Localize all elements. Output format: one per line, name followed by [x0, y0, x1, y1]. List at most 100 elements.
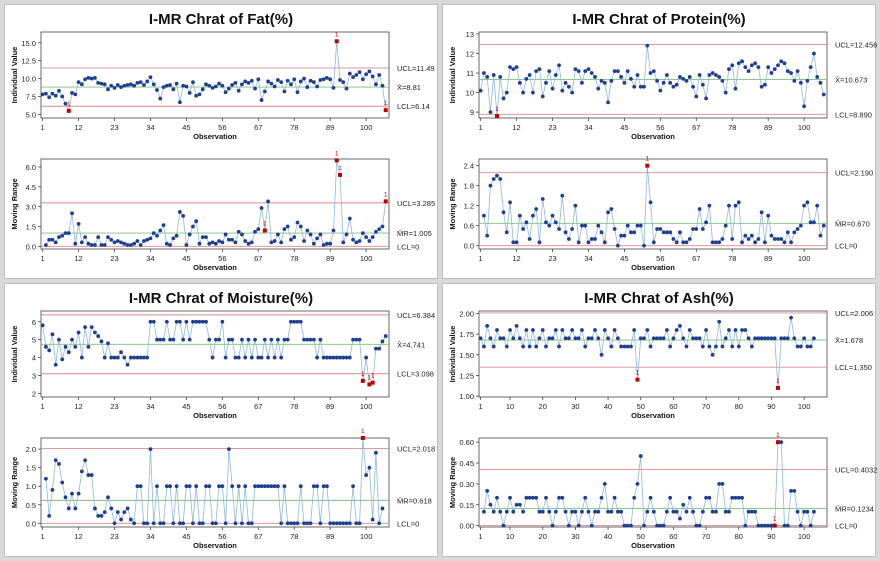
data-point [272, 484, 277, 489]
data-point [155, 88, 159, 92]
x-tick-label: 12 [74, 532, 82, 541]
x-tick-label: 40 [604, 532, 612, 541]
data-point [658, 523, 663, 528]
x-tick-label: 23 [110, 402, 118, 411]
data-point [785, 523, 790, 528]
data-point [478, 336, 483, 341]
data-point [328, 77, 333, 82]
data-point [707, 73, 712, 77]
y-tick-label: 3 [32, 372, 36, 381]
data-point [305, 85, 310, 90]
data-point [207, 484, 212, 489]
data-point [668, 80, 673, 85]
data-point [321, 243, 326, 247]
data-point [125, 506, 130, 511]
data-point [334, 355, 339, 360]
data-point [606, 336, 610, 341]
flag-label: 1 [335, 150, 339, 157]
data-point [243, 79, 248, 84]
data-point [589, 336, 594, 341]
data-point [720, 481, 725, 486]
data-point [338, 521, 342, 526]
data-point [119, 350, 123, 355]
data-point [772, 67, 777, 72]
data-point [792, 488, 797, 493]
data-point [736, 61, 741, 66]
data-point [691, 509, 695, 514]
plot-frame [40, 437, 390, 528]
y-axis-label: Individual Value [10, 326, 19, 383]
center-label: X̄=8.81 [397, 83, 421, 92]
data-point [223, 90, 228, 95]
data-point [508, 65, 512, 70]
data-point [678, 230, 682, 235]
data-point [99, 339, 104, 344]
data-point [730, 237, 735, 241]
data-point [360, 77, 365, 82]
data-point [501, 96, 506, 101]
chart-title: I-MR Chrat of Ash(%) [584, 290, 734, 307]
data-point [514, 240, 519, 245]
x-tick-label: 60 [669, 402, 677, 411]
data-point [805, 344, 810, 349]
data-point [79, 355, 84, 360]
x-tick-label: 89 [326, 123, 334, 132]
data-point [191, 521, 195, 526]
data-point [668, 230, 673, 235]
data-point [269, 484, 274, 489]
data-point [763, 82, 767, 87]
data-point [262, 337, 267, 342]
data-point [615, 69, 620, 73]
y-tick-label: 2.00 [459, 309, 474, 318]
data-point [122, 355, 127, 360]
data-point [544, 344, 548, 349]
data-point [664, 509, 669, 514]
data-point [334, 521, 339, 526]
data-point [802, 336, 807, 341]
data-point [99, 81, 104, 86]
data-point [756, 237, 761, 241]
data-point [795, 344, 800, 349]
data-point [181, 214, 186, 218]
data-point [570, 227, 575, 231]
data-point [544, 220, 548, 225]
data-point [96, 513, 101, 518]
data-point [145, 521, 150, 526]
data-point [132, 355, 137, 360]
data-point [328, 355, 333, 360]
x-tick-label: 70 [702, 402, 710, 411]
data-point [625, 344, 630, 349]
x-tick-label: 100 [360, 123, 373, 132]
data-point [743, 233, 748, 238]
data-point [207, 83, 212, 88]
series-line [483, 441, 815, 527]
data-point [213, 337, 218, 342]
data-point [573, 67, 578, 72]
data-point [217, 484, 221, 489]
data-point [321, 77, 326, 82]
data-point [168, 83, 172, 87]
data-point [576, 240, 581, 245]
data-point [207, 241, 212, 246]
data-point [694, 523, 699, 528]
data-point [645, 43, 650, 48]
data-point [717, 75, 722, 79]
lcl-label: LCL=6.14 [397, 102, 430, 111]
data-point [194, 319, 199, 324]
data-point [73, 241, 78, 246]
y-tick-label: 4.5 [26, 183, 36, 192]
data-point [276, 78, 280, 82]
data-point [138, 80, 143, 85]
data-point [583, 223, 588, 228]
data-point [47, 513, 52, 518]
data-point [740, 495, 744, 500]
data-point [740, 328, 744, 332]
x-tick-label: 23 [548, 123, 556, 132]
data-point [511, 509, 516, 514]
data-point [109, 506, 114, 511]
data-point [174, 233, 179, 238]
data-point [145, 79, 150, 84]
data-point [651, 69, 656, 73]
chart-panel-moisture: I-MR Chrat of Moisture(%) UCL=6.384 X̄=4.… [4, 283, 438, 557]
data-point [766, 336, 771, 341]
